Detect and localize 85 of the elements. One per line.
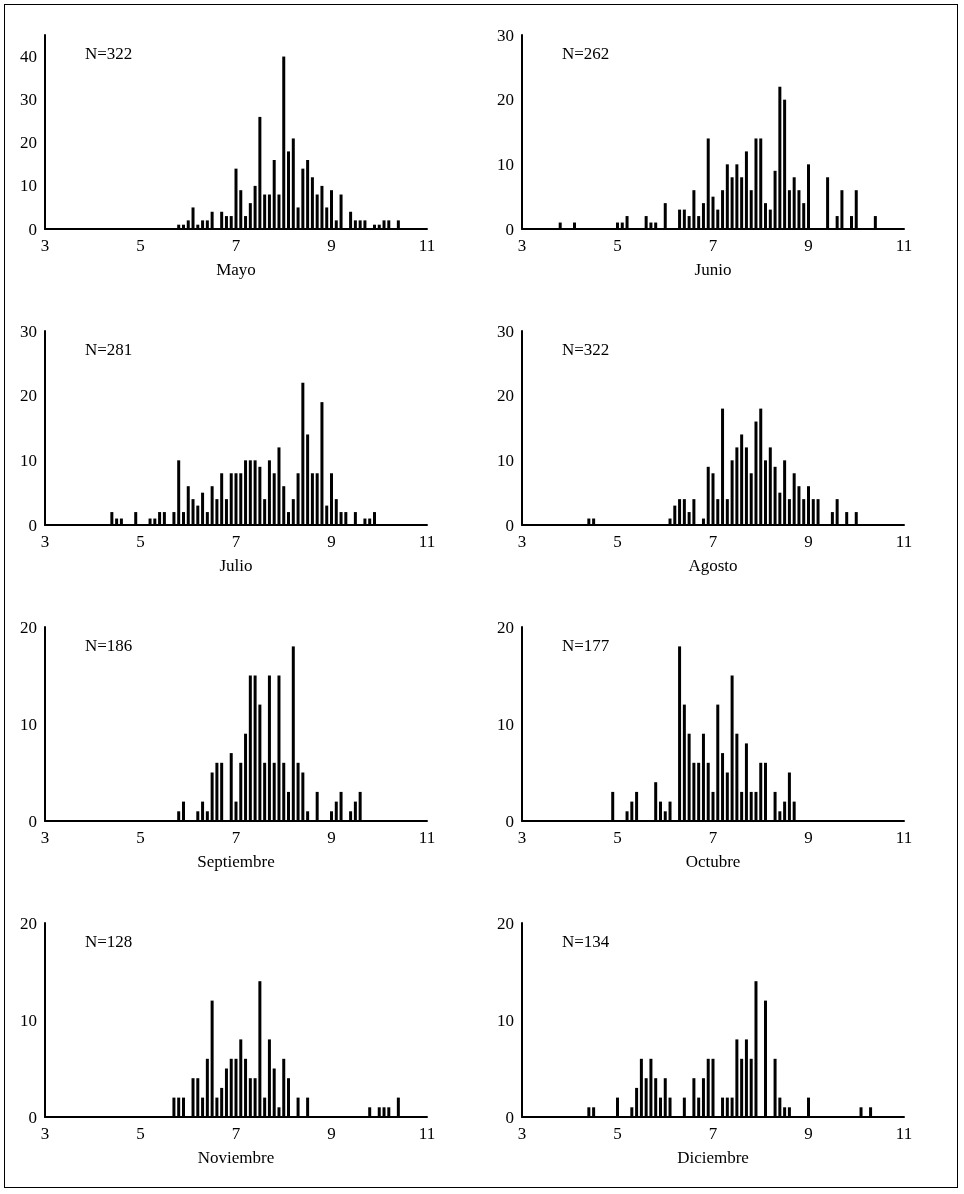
y-tick-label: 20	[497, 913, 514, 933]
x-tick-label: 7	[708, 828, 718, 847]
x-axis-title: Septiembre	[197, 852, 275, 871]
x-tick-label: 9	[804, 532, 813, 551]
y-tick-label: 30	[20, 321, 37, 341]
x-tick-label: 9	[804, 236, 813, 255]
x-tick-label: 5	[136, 236, 145, 255]
annotation: N=322	[85, 44, 133, 63]
annotation: N=322	[562, 340, 610, 359]
x-tick-label: 9	[804, 828, 813, 847]
y-tick-label: 30	[497, 25, 514, 45]
x-tick-label: 7	[231, 1124, 241, 1143]
x-axis-title: Junio	[694, 260, 732, 279]
y-tick-label: 10	[20, 1010, 37, 1030]
annotation: N=128	[85, 932, 133, 951]
y-tick-label: 10	[20, 714, 37, 734]
y-tick-label: 20	[497, 386, 514, 406]
x-tick-label: 11	[895, 236, 913, 255]
x-tick-label: 7	[708, 532, 718, 551]
x-tick-label: 11	[418, 1124, 436, 1143]
x-tick-label: 5	[613, 828, 622, 847]
x-tick-label: 3	[40, 532, 50, 551]
y-tick-label: 0	[28, 811, 37, 831]
x-tick-label: 9	[327, 532, 336, 551]
x-tick-label: 9	[327, 828, 336, 847]
x-tick-label: 11	[895, 1124, 913, 1143]
y-tick-label: 0	[505, 1107, 514, 1127]
x-tick-label: 3	[517, 1124, 527, 1143]
x-tick-label: 7	[231, 828, 241, 847]
x-tick-label: 3	[517, 236, 527, 255]
y-tick-label: 0	[28, 1107, 37, 1127]
y-tick-label: 20	[497, 617, 514, 637]
x-axis-title: Agosto	[688, 556, 738, 575]
y-tick-label: 40	[20, 47, 37, 67]
x-tick-label: 3	[40, 1124, 50, 1143]
x-tick-label: 5	[613, 532, 622, 551]
y-tick-label: 30	[20, 90, 37, 110]
x-tick-label: 5	[613, 236, 622, 255]
x-axis-title: Octubre	[685, 852, 741, 871]
y-tick-label: 10	[497, 714, 514, 734]
x-tick-label: 3	[517, 532, 527, 551]
y-tick-label: 0	[505, 219, 514, 239]
y-tick-label: 20	[20, 617, 37, 637]
y-tick-label: 20	[20, 133, 37, 153]
x-tick-label: 5	[613, 1124, 622, 1143]
y-tick-label: 20	[20, 386, 37, 406]
x-tick-label: 5	[136, 828, 145, 847]
x-tick-label: 11	[418, 236, 436, 255]
x-tick-label: 11	[418, 532, 436, 551]
x-tick-label: 3	[40, 236, 50, 255]
x-tick-label: 7	[708, 236, 718, 255]
y-tick-label: 20	[20, 913, 37, 933]
x-tick-label: 3	[40, 828, 50, 847]
x-tick-label: 5	[136, 532, 145, 551]
x-axis-title: Mayo	[216, 260, 256, 279]
annotation: N=186	[85, 636, 133, 655]
y-tick-label: 20	[497, 90, 514, 110]
x-tick-label: 7	[708, 1124, 718, 1143]
y-tick-label: 0	[505, 811, 514, 831]
x-tick-label: 11	[895, 532, 913, 551]
y-tick-label: 10	[20, 176, 37, 196]
annotation: N=134	[562, 932, 610, 951]
x-tick-label: 11	[418, 828, 436, 847]
annotation: N=281	[85, 340, 133, 359]
x-tick-label: 7	[231, 236, 241, 255]
x-axis-title: Julio	[219, 556, 253, 575]
x-tick-label: 9	[327, 236, 336, 255]
y-tick-label: 30	[497, 321, 514, 341]
y-tick-label: 0	[28, 515, 37, 535]
annotation: N=177	[562, 636, 610, 655]
y-tick-label: 10	[497, 154, 514, 174]
x-tick-label: 9	[327, 1124, 336, 1143]
x-axis-title: Noviembre	[197, 1148, 275, 1167]
x-axis-title: Diciembre	[677, 1148, 749, 1167]
y-tick-label: 10	[497, 450, 514, 470]
y-tick-label: 0	[28, 219, 37, 239]
x-tick-label: 9	[804, 1124, 813, 1143]
annotation: N=262	[562, 44, 610, 63]
x-tick-label: 3	[517, 828, 527, 847]
x-tick-label: 11	[895, 828, 913, 847]
y-tick-label: 10	[497, 1010, 514, 1030]
y-tick-label: 0	[505, 515, 514, 535]
x-tick-label: 5	[136, 1124, 145, 1143]
x-tick-label: 7	[231, 532, 241, 551]
y-tick-label: 10	[20, 450, 37, 470]
